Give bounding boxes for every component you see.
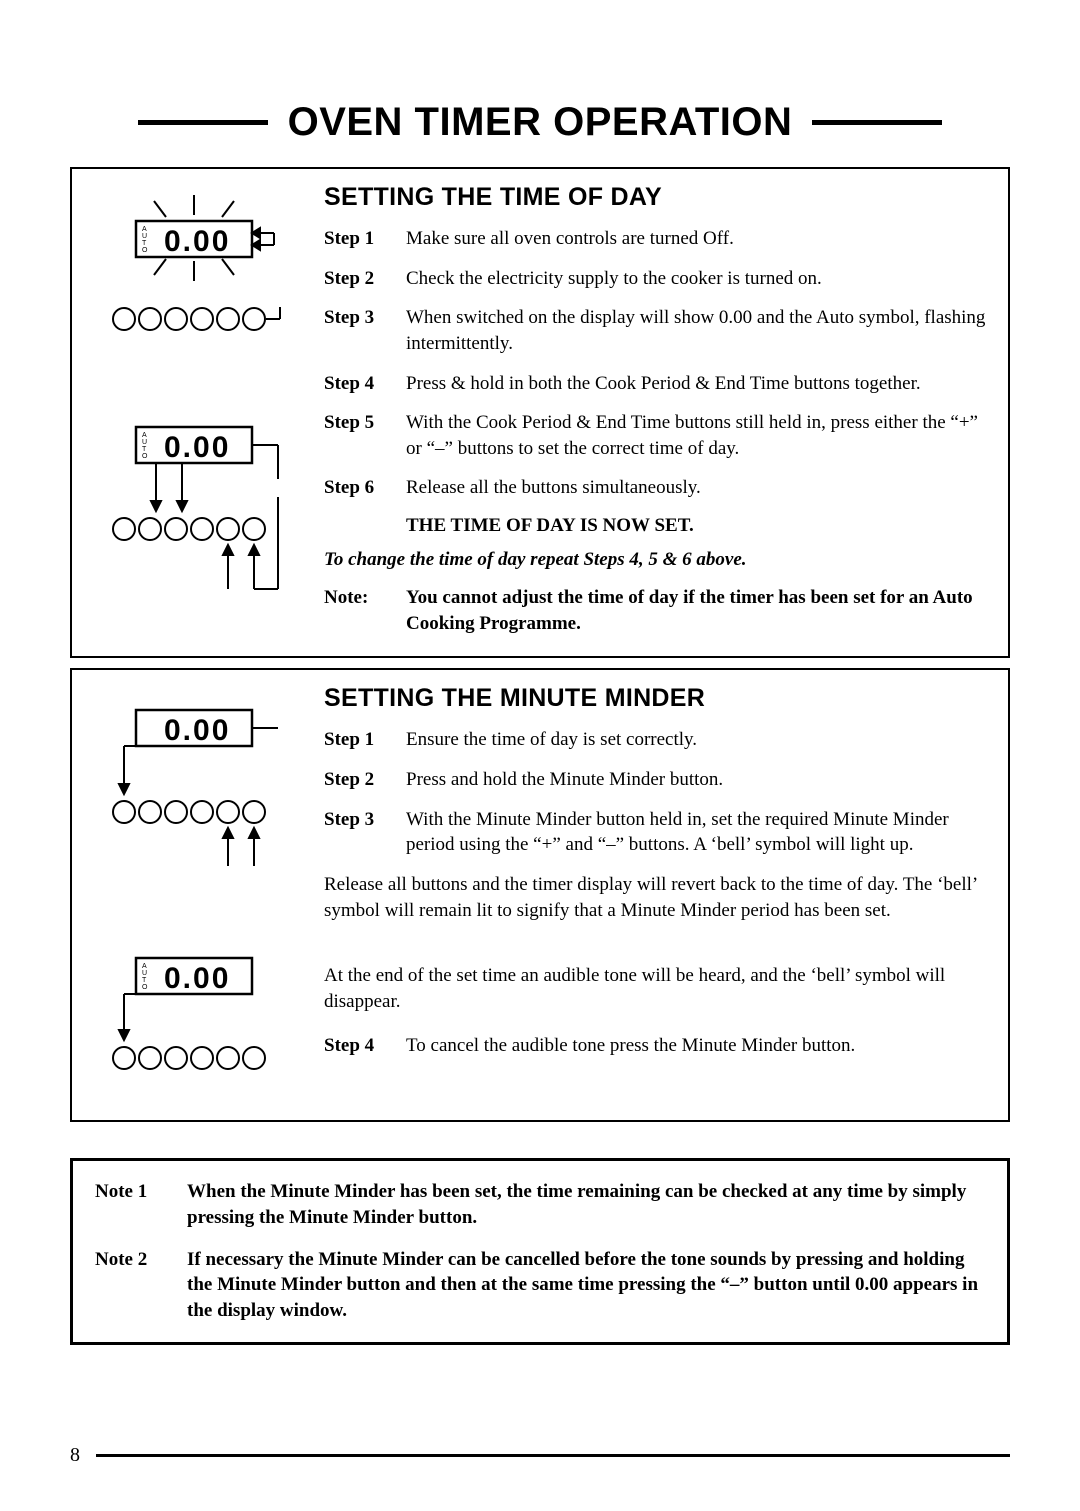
svg-text:U: U (142, 439, 147, 446)
step-text: Release all the buttons simultaneously. (406, 475, 986, 501)
step-text: To cancel the audible tone press the Min… (406, 1033, 986, 1059)
footer-rule (96, 1454, 1010, 1457)
svg-text:T: T (142, 446, 147, 453)
section2-heading: SETTING THE MINUTE MINDER (324, 684, 986, 713)
illustration-column-1: A U T O 0.00 (94, 183, 294, 636)
step-label: Step 3 (324, 305, 394, 356)
notes-box: Note 1 When the Minute Minder has been s… (70, 1158, 1010, 1344)
section1-step-1: Step 1 Make sure all oven controls are t… (324, 226, 986, 252)
section1-step-5: Step 5 With the Cook Period & End Time b… (324, 410, 986, 461)
step-label: Step 5 (324, 410, 394, 461)
note-label: Note 1 (95, 1179, 175, 1230)
step-label: Step 2 (324, 767, 394, 793)
step-label: Step 1 (324, 727, 394, 753)
svg-text:O: O (142, 453, 148, 460)
section1-step-4: Step 4 Press & hold in both the Cook Per… (324, 371, 986, 397)
title-rule-right (812, 120, 942, 125)
diagram-minute-minder-set: 0.00 (94, 690, 294, 890)
section1-heading: SETTING THE TIME OF DAY (324, 183, 986, 212)
page-title-row: OVEN TIMER OPERATION (70, 100, 1010, 145)
diagram-minute-minder-cancel: A U T O 0.00 (94, 950, 294, 1100)
svg-text:T: T (142, 977, 147, 984)
svg-text:0.00: 0.00 (164, 225, 230, 258)
panel-minute-minder: 0.00 (70, 668, 1010, 1122)
svg-text:A: A (142, 226, 147, 233)
svg-text:O: O (142, 984, 148, 991)
title-rule-left (138, 120, 268, 125)
step-text: Check the electricity supply to the cook… (406, 266, 986, 292)
section2-release-text: Release all buttons and the timer displa… (324, 872, 986, 923)
step-label: Step 1 (324, 226, 394, 252)
section1-repeat-note: To change the time of day repeat Steps 4… (324, 549, 986, 571)
section2-step-1: Step 1 Ensure the time of day is set cor… (324, 727, 986, 753)
step-text: With the Cook Period & End Time buttons … (406, 410, 986, 461)
section1-step-2: Step 2 Check the electricity supply to t… (324, 266, 986, 292)
section1-text: SETTING THE TIME OF DAY Step 1 Make sure… (324, 183, 986, 636)
step-text: Ensure the time of day is set correctly. (406, 727, 986, 753)
diagram-flashing-display: A U T O 0.00 (94, 189, 294, 359)
note-label: Note: (324, 585, 394, 636)
section1-confirm: THE TIME OF DAY IS NOW SET. (406, 515, 986, 537)
section1-note: Note: You cannot adjust the time of day … (324, 585, 986, 636)
section2-text: SETTING THE MINUTE MINDER Step 1 Ensure … (324, 684, 986, 1100)
step-label: Step 3 (324, 807, 394, 858)
page-number: 8 (70, 1444, 80, 1467)
step-text: With the Minute Minder button held in, s… (406, 807, 986, 858)
section2-step-4: Step 4 To cancel the audible tone press … (324, 1033, 986, 1059)
step-text: Press & hold in both the Cook Period & E… (406, 371, 986, 397)
svg-text:A: A (142, 963, 147, 970)
step-label: Step 4 (324, 1033, 394, 1059)
svg-text:U: U (142, 970, 147, 977)
notes-item-1: Note 1 When the Minute Minder has been s… (95, 1179, 985, 1230)
svg-text:0.00: 0.00 (164, 962, 230, 995)
note-label: Note 2 (95, 1247, 175, 1324)
section2-end-text: At the end of the set time an audible to… (324, 963, 986, 1014)
step-text: Make sure all oven controls are turned O… (406, 226, 986, 252)
svg-text:0.00: 0.00 (164, 431, 230, 464)
svg-text:U: U (142, 233, 147, 240)
step-label: Step 4 (324, 371, 394, 397)
note-text: You cannot adjust the time of day if the… (406, 585, 986, 636)
step-label: Step 6 (324, 475, 394, 501)
page-title: OVEN TIMER OPERATION (288, 100, 793, 145)
svg-text:T: T (142, 240, 147, 247)
svg-text:0.00: 0.00 (164, 714, 230, 747)
step-label: Step 2 (324, 266, 394, 292)
section2-step-3: Step 3 With the Minute Minder button hel… (324, 807, 986, 858)
diagram-press-buttons: A U T O 0.00 (94, 419, 294, 619)
illustration-column-2: 0.00 (94, 684, 294, 1100)
note-text: If necessary the Minute Minder can be ca… (187, 1247, 985, 1324)
notes-item-2: Note 2 If necessary the Minute Minder ca… (95, 1247, 985, 1324)
panel-time-of-day: A U T O 0.00 (70, 167, 1010, 658)
step-text: Press and hold the Minute Minder button. (406, 767, 986, 793)
svg-text:A: A (142, 432, 147, 439)
section1-step-6: Step 6 Release all the buttons simultane… (324, 475, 986, 501)
step-text: When switched on the display will show 0… (406, 305, 986, 356)
note-text: When the Minute Minder has been set, the… (187, 1179, 985, 1230)
section1-step-3: Step 3 When switched on the display will… (324, 305, 986, 356)
svg-text:O: O (142, 247, 148, 254)
section2-step-2: Step 2 Press and hold the Minute Minder … (324, 767, 986, 793)
page-footer: 8 (70, 1444, 1010, 1467)
